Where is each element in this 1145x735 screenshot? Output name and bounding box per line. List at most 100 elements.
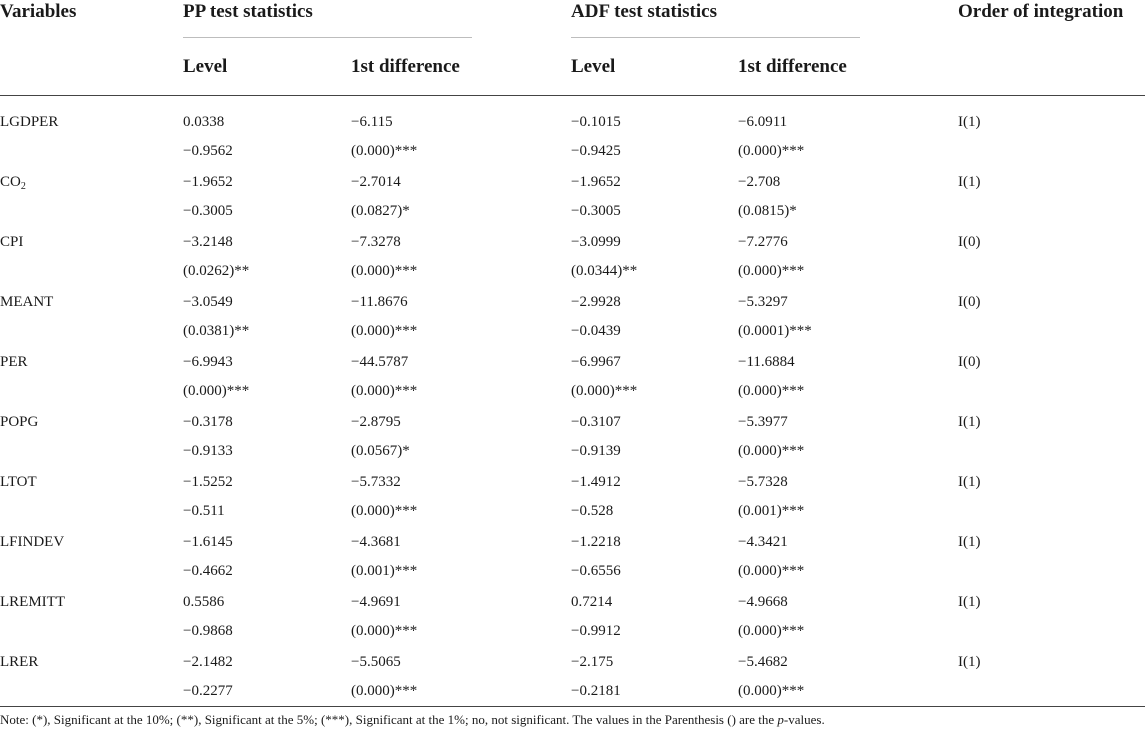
adf-diff-pvalue: (0.000)*** [738,563,805,579]
header-pp-level: Level [183,56,228,77]
order-of-integration: I(0) [958,294,981,310]
pp-underline [183,37,472,38]
pp-level-statistic: −1.6145 [183,534,233,550]
pp-level-pvalue: (0.0262)** [183,263,250,279]
adf-diff-statistic: −7.2776 [738,234,788,250]
header-adf-first-diff: 1st difference [738,56,847,77]
variable-name: PER [0,354,28,370]
pp-diff-pvalue: (0.000)*** [351,623,418,639]
pp-diff-statistic: −11.8676 [351,294,408,310]
pp-level-pvalue: −0.4662 [183,563,233,579]
adf-level-pvalue: (0.000)*** [571,383,638,399]
order-of-integration: I(1) [958,534,981,550]
adf-level-pvalue: −0.9425 [571,143,621,159]
adf-underline [571,37,860,38]
adf-level-pvalue: −0.6556 [571,563,621,579]
variable-name: LGDPER [0,114,59,130]
adf-level-statistic: −0.3107 [571,414,621,430]
pp-diff-pvalue: (0.000)*** [351,503,418,519]
adf-level-pvalue: (0.0344)** [571,263,638,279]
pp-level-pvalue: −0.2277 [183,683,233,699]
adf-diff-pvalue: (0.000)*** [738,683,805,699]
pp-level-statistic: 0.0338 [183,114,225,130]
adf-level-statistic: −1.2218 [571,534,621,550]
adf-level-pvalue: −0.3005 [571,203,621,219]
pp-level-statistic: −3.2148 [183,234,233,250]
adf-diff-statistic: −4.3421 [738,534,788,550]
pp-level-statistic: −3.0549 [183,294,233,310]
variable-name: LRER [0,654,39,670]
adf-diff-pvalue: (0.000)*** [738,383,805,399]
adf-diff-pvalue: (0.001)*** [738,503,805,519]
pp-diff-pvalue: (0.000)*** [351,683,418,699]
adf-level-statistic: −3.0999 [571,234,621,250]
adf-diff-pvalue: (0.000)*** [738,143,805,159]
pp-level-statistic: −1.9652 [183,174,233,190]
pp-diff-statistic: −2.8795 [351,414,401,430]
variable-name: LREMITT [0,594,65,610]
pp-level-statistic: 0.5586 [183,594,225,610]
adf-level-pvalue: −0.9912 [571,623,621,639]
adf-diff-pvalue: (0.0001)*** [738,323,812,339]
adf-diff-statistic: −5.7328 [738,474,788,490]
adf-level-statistic: −1.4912 [571,474,621,490]
header-adf: ADF test statistics [571,1,717,22]
order-of-integration: I(1) [958,414,981,430]
header-variables: Variables [0,1,77,22]
header-pp-first-diff: 1st difference [351,56,460,77]
variable-name: CPI [0,234,24,250]
adf-level-statistic: −0.1015 [571,114,621,130]
pp-diff-statistic: −4.3681 [351,534,401,550]
adf-level-statistic: −2.9928 [571,294,621,310]
adf-diff-statistic: −6.0911 [738,114,788,130]
pp-diff-statistic: −5.5065 [351,654,401,670]
variable-name: LTOT [0,474,37,490]
order-of-integration: I(0) [958,234,981,250]
adf-diff-statistic: −4.9668 [738,594,788,610]
pp-diff-pvalue: (0.001)*** [351,563,418,579]
adf-diff-pvalue: (0.000)*** [738,263,805,279]
pp-diff-statistic: −7.3278 [351,234,401,250]
adf-diff-statistic: −11.6884 [738,354,795,370]
pp-level-pvalue: −0.9562 [183,143,233,159]
pp-level-statistic: −2.1482 [183,654,233,670]
pp-diff-statistic: −6.115 [351,114,393,130]
pp-level-pvalue: (0.000)*** [183,383,250,399]
pp-level-statistic: −0.3178 [183,414,233,430]
order-of-integration: I(1) [958,474,981,490]
pp-level-pvalue: −0.9868 [183,623,233,639]
order-of-integration: I(0) [958,354,981,370]
adf-level-statistic: −6.9967 [571,354,621,370]
variable-name: LFINDEV [0,534,65,550]
pp-level-statistic: −6.9943 [183,354,233,370]
pp-level-pvalue: −0.3005 [183,203,233,219]
pp-diff-pvalue: (0.000)*** [351,323,418,339]
order-of-integration: I(1) [958,174,981,190]
header-pp: PP test statistics [183,1,313,22]
order-of-integration: I(1) [958,654,981,670]
adf-level-pvalue: −0.0439 [571,323,621,339]
adf-level-statistic: −1.9652 [571,174,621,190]
adf-diff-statistic: −5.4682 [738,654,788,670]
variable-name: CO2 [0,174,26,192]
adf-level-pvalue: −0.2181 [571,683,621,699]
pp-level-statistic: −1.5252 [183,474,233,490]
pp-diff-pvalue: (0.000)*** [351,263,418,279]
adf-diff-pvalue: (0.000)*** [738,623,805,639]
adf-diff-pvalue: (0.000)*** [738,443,805,459]
adf-diff-pvalue: (0.0815)* [738,203,797,219]
pp-level-pvalue: −0.9133 [183,443,233,459]
table-note: Note: (*), Significant at the 10%; (**),… [0,712,825,728]
bottom-rule [0,706,1145,707]
header-rule [0,95,1145,96]
pp-diff-pvalue: (0.000)*** [351,383,418,399]
adf-level-statistic: −2.175 [571,654,614,670]
header-adf-level: Level [571,56,616,77]
order-of-integration: I(1) [958,114,981,130]
pp-diff-statistic: −2.7014 [351,174,401,190]
note-p: p [777,712,784,727]
note-prefix: Note: (*), Significant at the 10%; (**),… [0,712,778,727]
pp-diff-statistic: −5.7332 [351,474,401,490]
adf-diff-statistic: −5.3977 [738,414,788,430]
